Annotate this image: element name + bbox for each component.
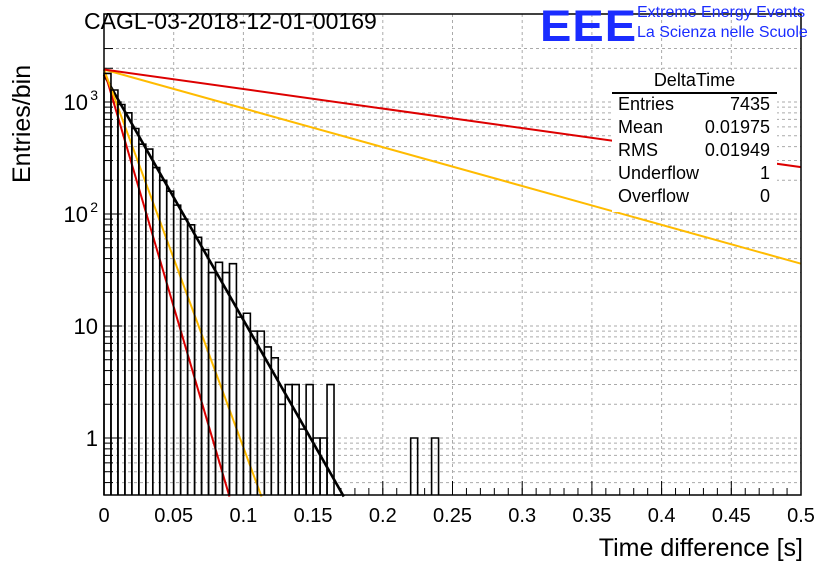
histogram-bin [179, 218, 189, 495]
x-axis-label: Time difference [s] [598, 534, 803, 562]
histogram-bin [277, 403, 287, 495]
stats-key: Entries [618, 94, 675, 114]
stats-box: DeltaTime Entries 7435 Mean 0.01975 RMS … [612, 70, 777, 212]
grid-lines [104, 14, 801, 495]
histogram-bin [291, 383, 300, 495]
y-tick-label: 1 [86, 426, 98, 451]
y-tick-label: 10 [64, 202, 88, 227]
histogram-bin [298, 428, 307, 495]
histogram-bin [103, 72, 112, 495]
chart-title: CAGL-03-2018-12-01-00169 [84, 8, 377, 34]
x-tick-label: 0.3 [508, 505, 536, 527]
y-tick-exponent: 2 [90, 199, 98, 215]
x-tick-label: 0 [98, 505, 109, 527]
axis-ticks [103, 48, 802, 495]
stats-key: RMS [618, 140, 658, 160]
histogram-bin [193, 236, 203, 495]
y-tick-label: 10 [64, 90, 88, 115]
histogram-bin [207, 271, 217, 495]
stats-value: 0.01975 [704, 117, 770, 137]
stats-row-mean: Mean 0.01975 [618, 117, 770, 139]
stats-value: 7435 [729, 94, 770, 114]
x-tick-label: 0.35 [572, 505, 611, 527]
stats-key: Underflow [618, 163, 700, 183]
stats-row-overflow: Overflow 0 [618, 186, 770, 208]
fit-line-3 [103, 68, 802, 265]
stats-row-underflow: Underflow 1 [618, 163, 770, 185]
stats-divider [612, 92, 777, 94]
stats-row-entries: Entries 7435 [618, 94, 770, 116]
histogram-bin [430, 437, 440, 495]
x-tick-label: 0.25 [433, 505, 472, 527]
logo-line-2: La Scienza nelle Scuole [637, 24, 808, 41]
tick-labels: 0 0.05 0.1 0.15 0.2 0.25 0.3 0.35 0.4 0.45 0.51101… [64, 87, 815, 527]
y-axis-label: Entries/bin [8, 64, 36, 183]
plot-frame [103, 13, 802, 496]
fit-line-2 [103, 69, 263, 497]
y-tick-label: 10 [74, 314, 98, 339]
histogram-bin [221, 271, 231, 495]
logo-line-1: Extreme Energy Events [637, 4, 806, 21]
histogram-bin [172, 204, 182, 495]
stats-key: Mean [618, 117, 664, 137]
x-tick-label: 0.5 [787, 505, 815, 527]
histogram-bin [326, 383, 335, 495]
stats-value: 0.01949 [704, 140, 770, 160]
eee-logo: EEE [540, 0, 638, 51]
stats-value: 0 [759, 186, 770, 206]
x-tick-label: 0.15 [294, 505, 333, 527]
histogram-bin [409, 437, 419, 495]
x-tick-label: 0.1 [229, 505, 257, 527]
stats-key: Overflow [618, 186, 690, 206]
histogram [103, 72, 440, 496]
x-tick-label: 0.45 [712, 505, 751, 527]
fit-line-0 [102, 74, 345, 498]
y-tick-exponent: 3 [90, 87, 98, 103]
histogram-bin [117, 103, 126, 495]
x-tick-label: 0.2 [369, 505, 397, 527]
stats-row-rms: RMS 0.01949 [618, 140, 770, 162]
x-tick-label: 0.4 [648, 505, 676, 527]
stats-value: 1 [759, 163, 770, 183]
histogram-bin [200, 248, 210, 495]
x-tick-label: 0.05 [154, 505, 193, 527]
stats-title: DeltaTime [653, 70, 736, 90]
